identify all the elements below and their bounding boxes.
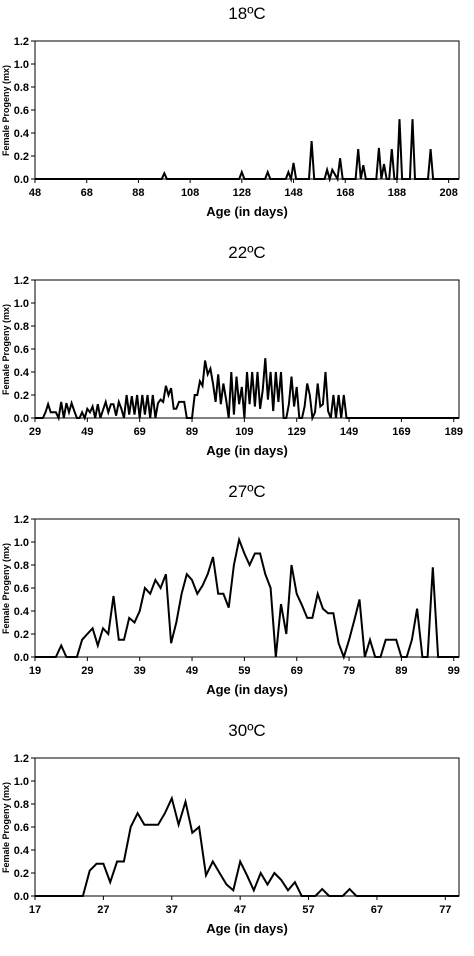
y-tick-label: 0.4 xyxy=(14,845,30,857)
x-tick-label: 189 xyxy=(445,426,463,438)
y-tick-label: 0.8 xyxy=(14,321,29,333)
y-tick-label: 0.6 xyxy=(14,583,29,595)
series-line xyxy=(35,358,459,422)
x-tick-label: 17 xyxy=(29,904,41,916)
y-tick-label: 0.4 xyxy=(14,128,30,140)
x-tick-label: 77 xyxy=(439,904,451,916)
x-tick-label: 99 xyxy=(448,665,460,677)
x-tick-label: 68 xyxy=(81,187,93,199)
y-tick-label: 1.2 xyxy=(14,275,29,287)
x-tick-label: 59 xyxy=(238,665,250,677)
y-tick-label: 0.8 xyxy=(14,82,29,94)
y-tick-label: 1.0 xyxy=(14,776,29,788)
x-tick-label: 128 xyxy=(233,187,251,199)
y-tick-label: 0.6 xyxy=(14,822,29,834)
x-tick-label: 88 xyxy=(132,187,144,199)
chart-plot-2: 0.0 0.2 0.4 0.6 0.8 1.0 1.2 29 49 69 89 109 129 149 16… xyxy=(14,275,463,438)
x-tick-label: 169 xyxy=(392,426,410,438)
x-tick-label: 168 xyxy=(336,187,354,199)
y-tick-label: 0.2 xyxy=(14,151,29,163)
y-tick-label: 0.2 xyxy=(14,868,29,880)
y-axis-label: Female Progeny (mx) xyxy=(1,781,11,873)
chart-plot-4: 0.0 0.2 0.4 0.6 0.8 1.0 1.2 17 27 37 47 57 67 77 xyxy=(14,753,460,916)
x-tick-label: 27 xyxy=(97,904,109,916)
y-tick-label: 0.6 xyxy=(14,344,29,356)
y-tick-label: 1.0 xyxy=(14,298,29,310)
y-tick-label: 0.6 xyxy=(14,105,29,117)
series-line xyxy=(35,536,459,661)
chart-title: 18ºC xyxy=(228,4,266,23)
x-tick-label: 37 xyxy=(166,904,178,916)
x-tick-label: 57 xyxy=(302,904,314,916)
x-axis-label: Age (in days) xyxy=(206,443,288,458)
x-tick-label: 19 xyxy=(29,665,41,677)
y-axis-label: Female Progeny (mx) xyxy=(1,303,11,395)
x-tick-label: 29 xyxy=(81,665,93,677)
x-tick-label: 89 xyxy=(186,426,198,438)
y-tick-label: 1.2 xyxy=(14,753,29,765)
x-tick-label: 47 xyxy=(234,904,246,916)
x-tick-label: 89 xyxy=(395,665,407,677)
x-tick-label: 108 xyxy=(181,187,199,199)
y-tick-label: 1.0 xyxy=(14,59,29,71)
y-tick-label: 0.4 xyxy=(14,367,30,379)
x-tick-label: 69 xyxy=(134,426,146,438)
y-tick-label: 0.0 xyxy=(14,652,29,664)
chart-panel-2: 0.0 0.2 0.4 0.6 0.8 1.0 1.2 29 49 69 89 109 129 149 16… xyxy=(0,239,474,478)
y-tick-label: 1.0 xyxy=(14,537,29,549)
chart-plot-3: 0.0 0.2 0.4 0.6 0.8 1.0 1.2 19 29 39 49 59 69 79 89 99 xyxy=(14,514,460,677)
y-tick-label: 0.2 xyxy=(14,390,29,402)
x-tick-label: 79 xyxy=(343,665,355,677)
y-tick-label: 0.8 xyxy=(14,799,29,811)
y-tick-label: 0.0 xyxy=(14,174,29,186)
y-axis-label: Female Progeny (mx) xyxy=(1,542,11,634)
x-tick-label: 49 xyxy=(186,665,198,677)
x-tick-label: 188 xyxy=(388,187,406,199)
x-tick-label: 208 xyxy=(439,187,457,199)
y-tick-label: 1.2 xyxy=(14,36,29,48)
y-tick-label: 0.4 xyxy=(14,606,30,618)
x-tick-label: 129 xyxy=(288,426,306,438)
x-tick-label: 39 xyxy=(134,665,146,677)
x-tick-label: 29 xyxy=(29,426,41,438)
chart-panel-3: 0.0 0.2 0.4 0.6 0.8 1.0 1.2 19 29 39 49 59 69 79 89 99 … xyxy=(0,478,474,717)
x-tick-label: 148 xyxy=(284,187,302,199)
series-line xyxy=(35,795,459,897)
x-tick-label: 109 xyxy=(235,426,253,438)
x-tick-label: 69 xyxy=(291,665,303,677)
chart-title: 22ºC xyxy=(228,243,266,262)
chart-title: 30ºC xyxy=(228,721,266,740)
chart-panel-4: 0.0 0.2 0.4 0.6 0.8 1.0 1.2 17 27 37 47 57 67 77 30ºC… xyxy=(0,717,474,956)
chart-panel-1: 0.0 0.2 0.4 0.6 0.8 1.0 1.2 48 68 88 108 128 148 168 1… xyxy=(0,0,474,239)
x-tick-label: 49 xyxy=(81,426,93,438)
y-tick-label: 1.2 xyxy=(14,514,29,526)
y-tick-label: 0.0 xyxy=(14,891,29,903)
x-tick-label: 48 xyxy=(29,187,41,199)
x-tick-label: 67 xyxy=(371,904,383,916)
y-axis-label: Female Progeny (mx) xyxy=(1,64,11,156)
plot-area xyxy=(34,757,460,897)
y-tick-label: 0.2 xyxy=(14,629,29,641)
chart-plot-1: 0.0 0.2 0.4 0.6 0.8 1.0 1.2 48 68 88 108 128 148 168 1… xyxy=(14,36,460,199)
x-axis-label: Age (in days) xyxy=(206,204,288,219)
y-tick-label: 0.8 xyxy=(14,560,29,572)
x-axis-label: Age (in days) xyxy=(206,921,288,936)
series-line xyxy=(35,119,459,183)
chart-title: 27ºC xyxy=(228,482,266,501)
plot-area xyxy=(34,518,460,658)
y-tick-label: 0.0 xyxy=(14,413,29,425)
plot-area xyxy=(34,279,460,419)
x-axis-label: Age (in days) xyxy=(206,682,288,697)
plot-area xyxy=(34,40,460,180)
x-tick-label: 149 xyxy=(340,426,358,438)
